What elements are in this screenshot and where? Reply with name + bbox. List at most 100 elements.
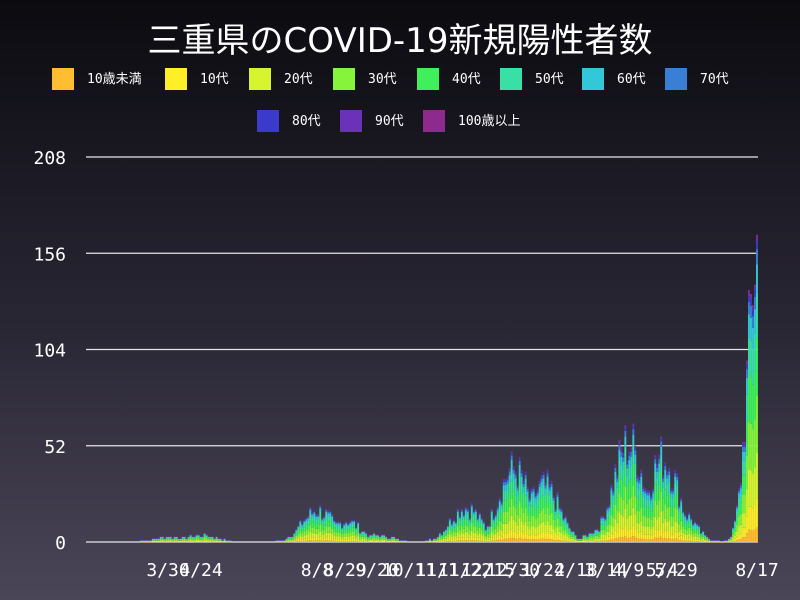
bar-segment (632, 423, 635, 425)
bar-segment (197, 538, 200, 540)
bar-segment (606, 518, 609, 526)
bar-segment (660, 437, 663, 439)
bar-segment (736, 531, 738, 537)
bar-segment (556, 508, 559, 519)
bar-segment (646, 534, 649, 540)
bar-segment (548, 490, 551, 496)
bar-segment (313, 511, 316, 513)
bar-segment (534, 510, 537, 520)
bar-segment (189, 537, 192, 539)
bar-segment (638, 480, 641, 484)
bar-segment (482, 541, 485, 542)
bar-segment (442, 536, 445, 539)
bar-segment (488, 539, 491, 542)
bar-segment (582, 537, 585, 539)
bar-segment (690, 526, 693, 531)
bar-segment (738, 490, 740, 494)
bar-segment (696, 526, 699, 530)
bar-segment (456, 526, 459, 533)
bar-segment (668, 492, 671, 507)
bar-segment (492, 519, 495, 521)
bar-segment (448, 518, 451, 520)
bar-segment (520, 473, 523, 477)
bar-segment (472, 537, 475, 541)
bar-segment (163, 540, 166, 541)
bar-segment (586, 538, 589, 540)
bar-segment (584, 536, 587, 538)
bar-segment (500, 530, 503, 537)
bar-segment (462, 519, 465, 524)
bar-segment (666, 538, 669, 542)
bar-segment (353, 523, 356, 528)
legend-label: 50代 (535, 72, 564, 87)
bar-segment (652, 526, 655, 535)
bar-segment (610, 503, 613, 515)
bar-segment (620, 465, 623, 480)
bar-segment (666, 484, 669, 496)
bar-segment (181, 540, 184, 542)
bar-segment (672, 506, 675, 517)
bar-segment (187, 540, 190, 542)
bar-segment (660, 441, 663, 447)
bar-segment (536, 495, 539, 500)
bar-segment (327, 537, 330, 541)
bar-segment (730, 538, 732, 540)
bar-segment (598, 541, 601, 542)
bar-segment (734, 527, 736, 532)
bar-segment (363, 532, 366, 535)
bar-segment (297, 526, 300, 529)
bar-segment (181, 536, 184, 538)
bar-segment (484, 530, 487, 532)
bar-segment (297, 541, 300, 542)
bar-segment (744, 494, 746, 514)
bar-segment (690, 520, 693, 523)
bar-segment (566, 541, 569, 542)
bar-segment (602, 517, 605, 519)
bar-segment (752, 327, 754, 350)
bar-segment (339, 528, 342, 533)
bar-segment (694, 522, 697, 524)
bar-segment (570, 532, 573, 535)
bar-segment (676, 538, 679, 542)
bar-segment (474, 509, 477, 511)
bar-segment (514, 473, 517, 475)
bar-segment (606, 540, 609, 542)
bar-segment (496, 510, 499, 514)
bar-segment (594, 529, 597, 531)
bar-segment (177, 539, 180, 541)
bar-segment (540, 522, 543, 533)
bar-segment (692, 539, 695, 542)
bar-segment (738, 539, 740, 542)
bar-segment (373, 539, 376, 541)
bar-segment (450, 525, 453, 527)
bar-segment (546, 476, 549, 484)
bar-segment (343, 533, 346, 537)
bar-segment (616, 538, 619, 542)
bar-segment (692, 536, 695, 540)
bar-segment (363, 536, 366, 539)
bar-segment (165, 541, 168, 542)
bar-segment (554, 537, 557, 541)
bar-segment (670, 506, 673, 517)
bar-segment (696, 533, 699, 537)
bar-segment (502, 523, 505, 534)
bar-segment (642, 496, 645, 506)
bar-segment (512, 505, 515, 521)
bar-segment (536, 534, 539, 540)
bar-segment (327, 512, 330, 514)
bar-segment (626, 468, 629, 476)
bar-segment (612, 527, 615, 535)
bar-segment (578, 539, 581, 540)
bar-segment (317, 514, 320, 516)
bar-segment (201, 541, 204, 542)
bar-segment (514, 532, 517, 539)
bar-segment (678, 524, 681, 532)
bar-segment (622, 453, 625, 455)
bar-segment (397, 539, 399, 540)
bar-segment (644, 534, 647, 540)
bar-segment (165, 537, 168, 539)
bar-segment (201, 540, 204, 542)
bar-segment (375, 536, 378, 538)
bar-segment (586, 537, 589, 539)
bar-segment (299, 538, 302, 541)
